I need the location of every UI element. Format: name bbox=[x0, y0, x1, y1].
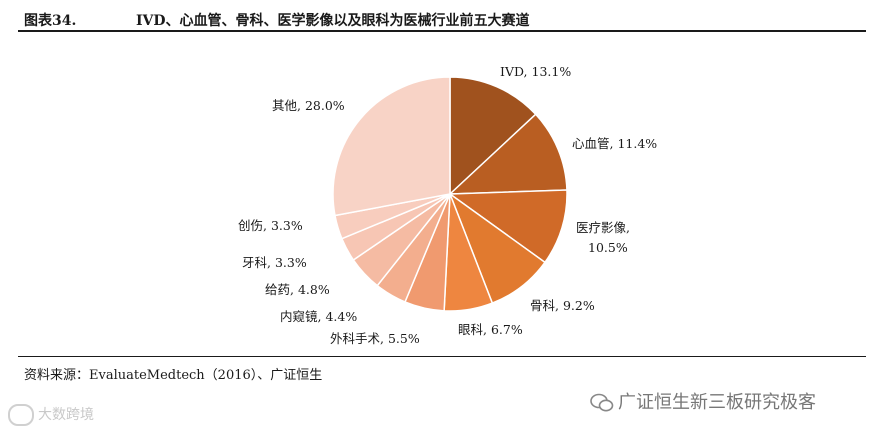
watermark-left: 大数跨境 bbox=[8, 404, 94, 426]
slice-label: 其他, 28.0% bbox=[272, 98, 345, 113]
slice-label: 医疗影像, 10.5% bbox=[576, 220, 630, 255]
pie-chart: IVD, 13.1% 心血管, 11.4% 医疗影像, 10.5% 骨科, 9.2% 眼科… bbox=[238, 64, 657, 346]
watermark-left-text: 大数跨境 bbox=[38, 407, 94, 423]
slice-label: 骨科, 9.2% bbox=[530, 298, 595, 313]
pie-slice bbox=[449, 76, 537, 196]
wechat-icon bbox=[590, 393, 614, 412]
slice-label: 牙科, 3.3% bbox=[242, 255, 307, 270]
figure-title: IVD、心血管、骨科、医学影像以及眼科为医械行业前五大赛道 bbox=[136, 13, 530, 29]
watermark-logo-icon bbox=[8, 404, 34, 426]
figure-number: 图表34. bbox=[24, 13, 77, 29]
figure-header: 图表34. IVD、心血管、骨科、医学影像以及眼科为医械行业前五大赛道 bbox=[18, 8, 861, 30]
slice-label: IVD, 13.1% bbox=[500, 64, 571, 79]
pie-slice bbox=[448, 113, 568, 195]
top-rule bbox=[18, 30, 866, 32]
pie-slice bbox=[332, 76, 451, 217]
slice-label: 创伤, 3.3% bbox=[238, 218, 303, 233]
source-note: 资料来源：EvaluateMedtech（2016）、广证恒生 bbox=[24, 368, 323, 383]
slice-label: 给药, 4.8% bbox=[265, 282, 330, 297]
bottom-rule bbox=[18, 356, 866, 357]
slice-label: 眼科, 6.7% bbox=[458, 322, 523, 337]
watermark-right: 广证恒生新三板研究极客 bbox=[590, 388, 816, 414]
slice-label: 外科手术, 5.5% bbox=[330, 331, 420, 346]
slice-label: 内窥镜, 4.4% bbox=[280, 309, 357, 324]
pie-slice bbox=[447, 189, 568, 264]
slice-label: 心血管, 11.4% bbox=[572, 136, 657, 151]
watermark-right-text: 广证恒生新三板研究极客 bbox=[618, 392, 816, 413]
